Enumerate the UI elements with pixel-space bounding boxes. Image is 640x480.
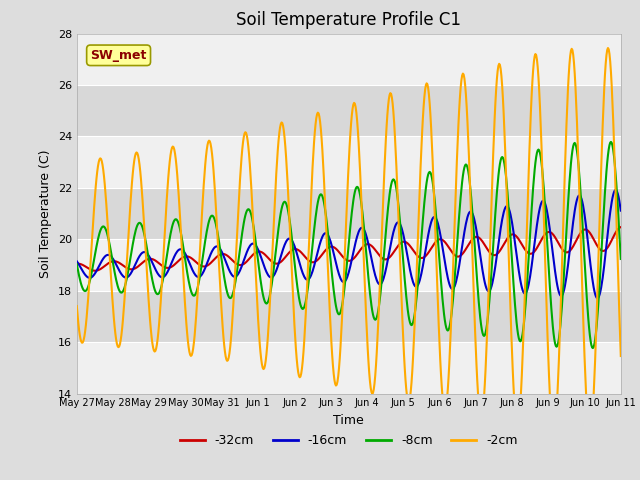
Y-axis label: Soil Temperature (C): Soil Temperature (C) xyxy=(39,149,52,278)
Bar xyxy=(77,240,621,291)
Bar xyxy=(77,342,621,394)
Text: SW_met: SW_met xyxy=(90,49,147,62)
Bar xyxy=(77,188,621,240)
Bar xyxy=(77,34,621,85)
Legend: -32cm, -16cm, -8cm, -2cm: -32cm, -16cm, -8cm, -2cm xyxy=(175,429,523,452)
Bar xyxy=(77,85,621,136)
X-axis label: Time: Time xyxy=(333,414,364,427)
Bar xyxy=(77,291,621,342)
Bar xyxy=(77,136,621,188)
Title: Soil Temperature Profile C1: Soil Temperature Profile C1 xyxy=(236,11,461,29)
